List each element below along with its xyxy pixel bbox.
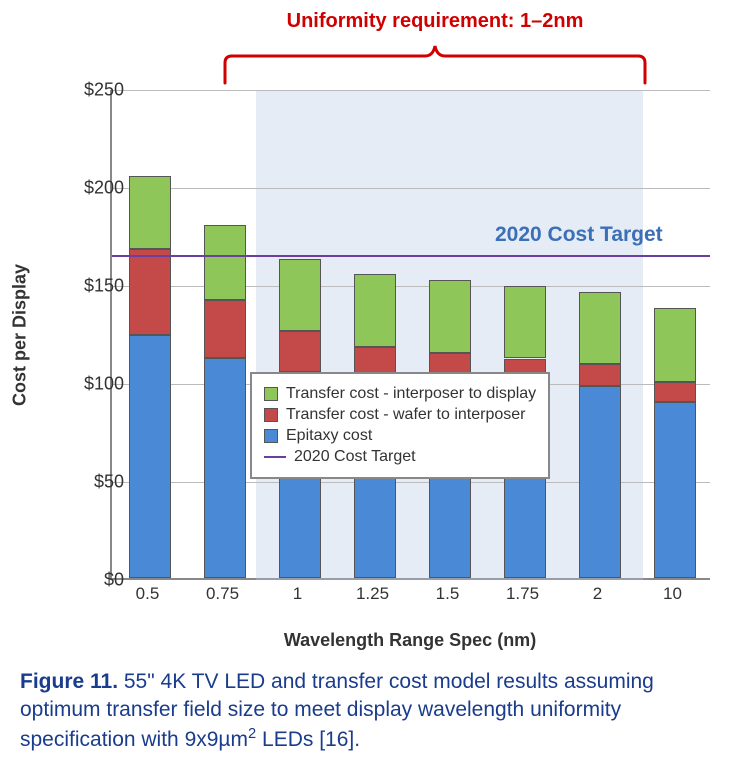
y-tick-label: $200 — [64, 178, 124, 199]
y-axis-label: Cost per Display — [10, 264, 31, 406]
figure-area: Uniformity requirement: 1–2nm Cost per D… — [20, 10, 734, 660]
x-axis-label: Wavelength Range Spec (nm) — [110, 630, 710, 651]
bar-group — [354, 88, 396, 578]
legend-label: Epitaxy cost — [286, 427, 372, 445]
y-tick-label: $250 — [64, 80, 124, 101]
legend-item: 2020 Cost Target — [264, 448, 536, 466]
bar-segment-wafer_to_interposer — [204, 300, 246, 359]
bar-group — [429, 88, 471, 578]
bar-segment-epitaxy — [654, 402, 696, 578]
bar-group — [279, 88, 321, 578]
bar-segment-epitaxy — [579, 386, 621, 578]
y-tick-label: $50 — [64, 472, 124, 493]
bar-group — [204, 88, 246, 578]
bar-group — [504, 88, 546, 578]
x-tick-label: 1.25 — [356, 584, 389, 604]
bar-segment-interposer_to_display — [354, 274, 396, 347]
bar-segment-epitaxy — [129, 335, 171, 578]
legend-item: Transfer cost - wafer to interposer — [264, 406, 536, 424]
bar-segment-interposer_to_display — [129, 176, 171, 249]
bar-segment-interposer_to_display — [204, 225, 246, 299]
bar-segment-interposer_to_display — [654, 308, 696, 382]
bar-segment-interposer_to_display — [579, 292, 621, 365]
caption-sup: 2 — [248, 726, 256, 742]
cost-target-label: 2020 Cost Target — [495, 223, 663, 247]
caption-text-2: LEDs [16]. — [256, 728, 360, 751]
bar-segment-wafer_to_interposer — [129, 249, 171, 335]
bar-segment-wafer_to_interposer — [654, 382, 696, 402]
bar-segment-interposer_to_display — [504, 286, 546, 359]
legend-label: 2020 Cost Target — [294, 448, 416, 466]
plot-area — [110, 90, 710, 580]
x-tick-label: 0.5 — [136, 584, 160, 604]
legend-label: Transfer cost - interposer to display — [286, 385, 536, 403]
y-tick-label: $0 — [64, 570, 124, 591]
cost-target-line — [112, 255, 710, 257]
x-tick-label: 0.75 — [206, 584, 239, 604]
legend-item: Transfer cost - interposer to display — [264, 385, 536, 403]
figure-caption: Figure 11. 55" 4K TV LED and transfer co… — [20, 668, 730, 754]
bar-segment-interposer_to_display — [429, 280, 471, 353]
bar-segment-interposer_to_display — [279, 259, 321, 332]
caption-prefix: Figure 11. — [20, 670, 118, 693]
x-tick-label: 1.75 — [506, 584, 539, 604]
legend-label: Transfer cost - wafer to interposer — [286, 406, 526, 424]
x-tick-label: 10 — [663, 584, 682, 604]
bar-segment-wafer_to_interposer — [579, 364, 621, 386]
legend-swatch — [264, 408, 278, 422]
legend-item: Epitaxy cost — [264, 427, 536, 445]
legend-line-swatch — [264, 456, 286, 458]
legend-swatch — [264, 429, 278, 443]
y-tick-label: $100 — [64, 374, 124, 395]
y-tick-label: $150 — [64, 276, 124, 297]
uniformity-annotation: Uniformity requirement: 1–2nm — [220, 10, 650, 33]
x-tick-label: 1.5 — [436, 584, 460, 604]
bar-segment-epitaxy — [204, 358, 246, 578]
bar-group — [654, 88, 696, 578]
chart-container: Cost per Display Wavelength Range Spec (… — [20, 70, 734, 660]
bar-group — [129, 88, 171, 578]
bar-group — [579, 88, 621, 578]
legend-swatch — [264, 387, 278, 401]
x-tick-label: 2 — [593, 584, 602, 604]
x-tick-label: 1 — [293, 584, 302, 604]
bar-segment-wafer_to_interposer — [279, 331, 321, 372]
legend: Transfer cost - interposer to display Tra… — [250, 372, 550, 479]
